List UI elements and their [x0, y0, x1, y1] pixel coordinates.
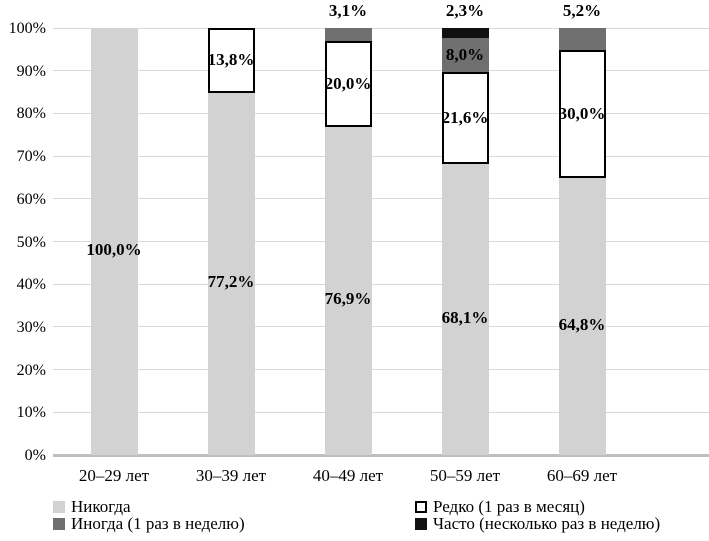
legend-label-0: Никогда	[71, 497, 131, 516]
legend-label-1: Редко (1 раз в месяц)	[433, 497, 585, 516]
legend-item-2: Иногда (1 раз в неделю)	[53, 515, 245, 532]
bar-segment-s0-c2	[324, 126, 372, 455]
legend-swatch-1	[415, 500, 427, 513]
y-tick-label: 80%	[16, 105, 46, 123]
legend-swatch-0	[53, 500, 65, 513]
segment-label: 8,0%	[445, 44, 485, 64]
y-tick-label: 30%	[16, 318, 46, 336]
y-tick-label: 10%	[16, 404, 46, 422]
x-axis-label: 60–69 лет	[546, 466, 618, 485]
gridline	[53, 241, 709, 242]
bar-segment-s2-c4	[558, 28, 606, 51]
bar-segment-s3-c3	[441, 28, 489, 38]
segment-label: 68,1%	[441, 307, 489, 327]
legend-swatch-3	[415, 517, 427, 530]
y-tick-label: 40%	[16, 276, 46, 294]
bar-segment-s2-c3	[441, 37, 489, 72]
bar-segment-s2-c2	[324, 28, 372, 42]
bar-segment-s1-c4	[558, 50, 606, 179]
gridline	[53, 155, 709, 157]
gridline	[53, 112, 709, 114]
segment-label: 30,0%	[558, 104, 606, 124]
bar-segment-s0-c0	[90, 28, 138, 455]
segment-label-above: 2,3%	[445, 1, 485, 20]
y-tick-label: 0%	[24, 447, 46, 464]
gridline	[53, 198, 709, 200]
legend-item-3: Часто (несколько раз в неделю)	[415, 515, 660, 532]
segment-label: 13,8%	[207, 50, 255, 70]
segment-label: 77,2%	[207, 271, 255, 291]
legend-label-3: Часто (несколько раз в неделю)	[433, 514, 661, 533]
segment-label: 21,6%	[441, 108, 489, 128]
bar-segment-s0-c3	[441, 164, 489, 455]
gridline	[53, 283, 709, 285]
segment-label-above: 3,1%	[328, 1, 368, 20]
gridline	[53, 411, 709, 413]
segment-label-above: 5,2%	[562, 1, 602, 20]
gridline	[53, 27, 709, 29]
bar-segment-s0-c4	[558, 178, 606, 455]
x-axis-label: 20–29 лет	[78, 466, 150, 485]
legend-label-2: Иногда (1 раз в неделю)	[71, 514, 245, 533]
x-axis-label: 30–39 лет	[195, 466, 267, 485]
y-tick-label: 20%	[16, 361, 46, 379]
y-tick-label: 70%	[16, 148, 46, 166]
bar-segment-s1-c1	[207, 28, 255, 93]
gridline	[53, 70, 709, 72]
segment-label: 76,9%	[324, 288, 372, 308]
gridline	[53, 326, 709, 328]
segment-label: 64,8%	[558, 314, 606, 334]
bar-segment-s0-c1	[207, 92, 255, 455]
bar-segment-s1-c3	[441, 71, 489, 165]
bar-segment-s1-c2	[324, 41, 372, 127]
legend-item-1: Редко (1 раз в месяц)	[415, 498, 585, 515]
y-tick-label: 100%	[8, 20, 46, 37]
y-tick-label: 50%	[16, 233, 46, 251]
segment-label: 100,0%	[86, 239, 142, 259]
x-axis-line	[53, 454, 709, 457]
x-axis-label: 50–59 лет	[429, 466, 501, 485]
y-tick-label: 90%	[16, 62, 46, 80]
legend-swatch-2	[53, 517, 65, 530]
y-tick-label: 60%	[16, 190, 46, 208]
legend-item-0: Никогда	[53, 498, 131, 515]
segment-label: 20,0%	[324, 73, 372, 93]
x-axis-label: 40–49 лет	[312, 466, 384, 485]
gridline	[53, 369, 709, 371]
